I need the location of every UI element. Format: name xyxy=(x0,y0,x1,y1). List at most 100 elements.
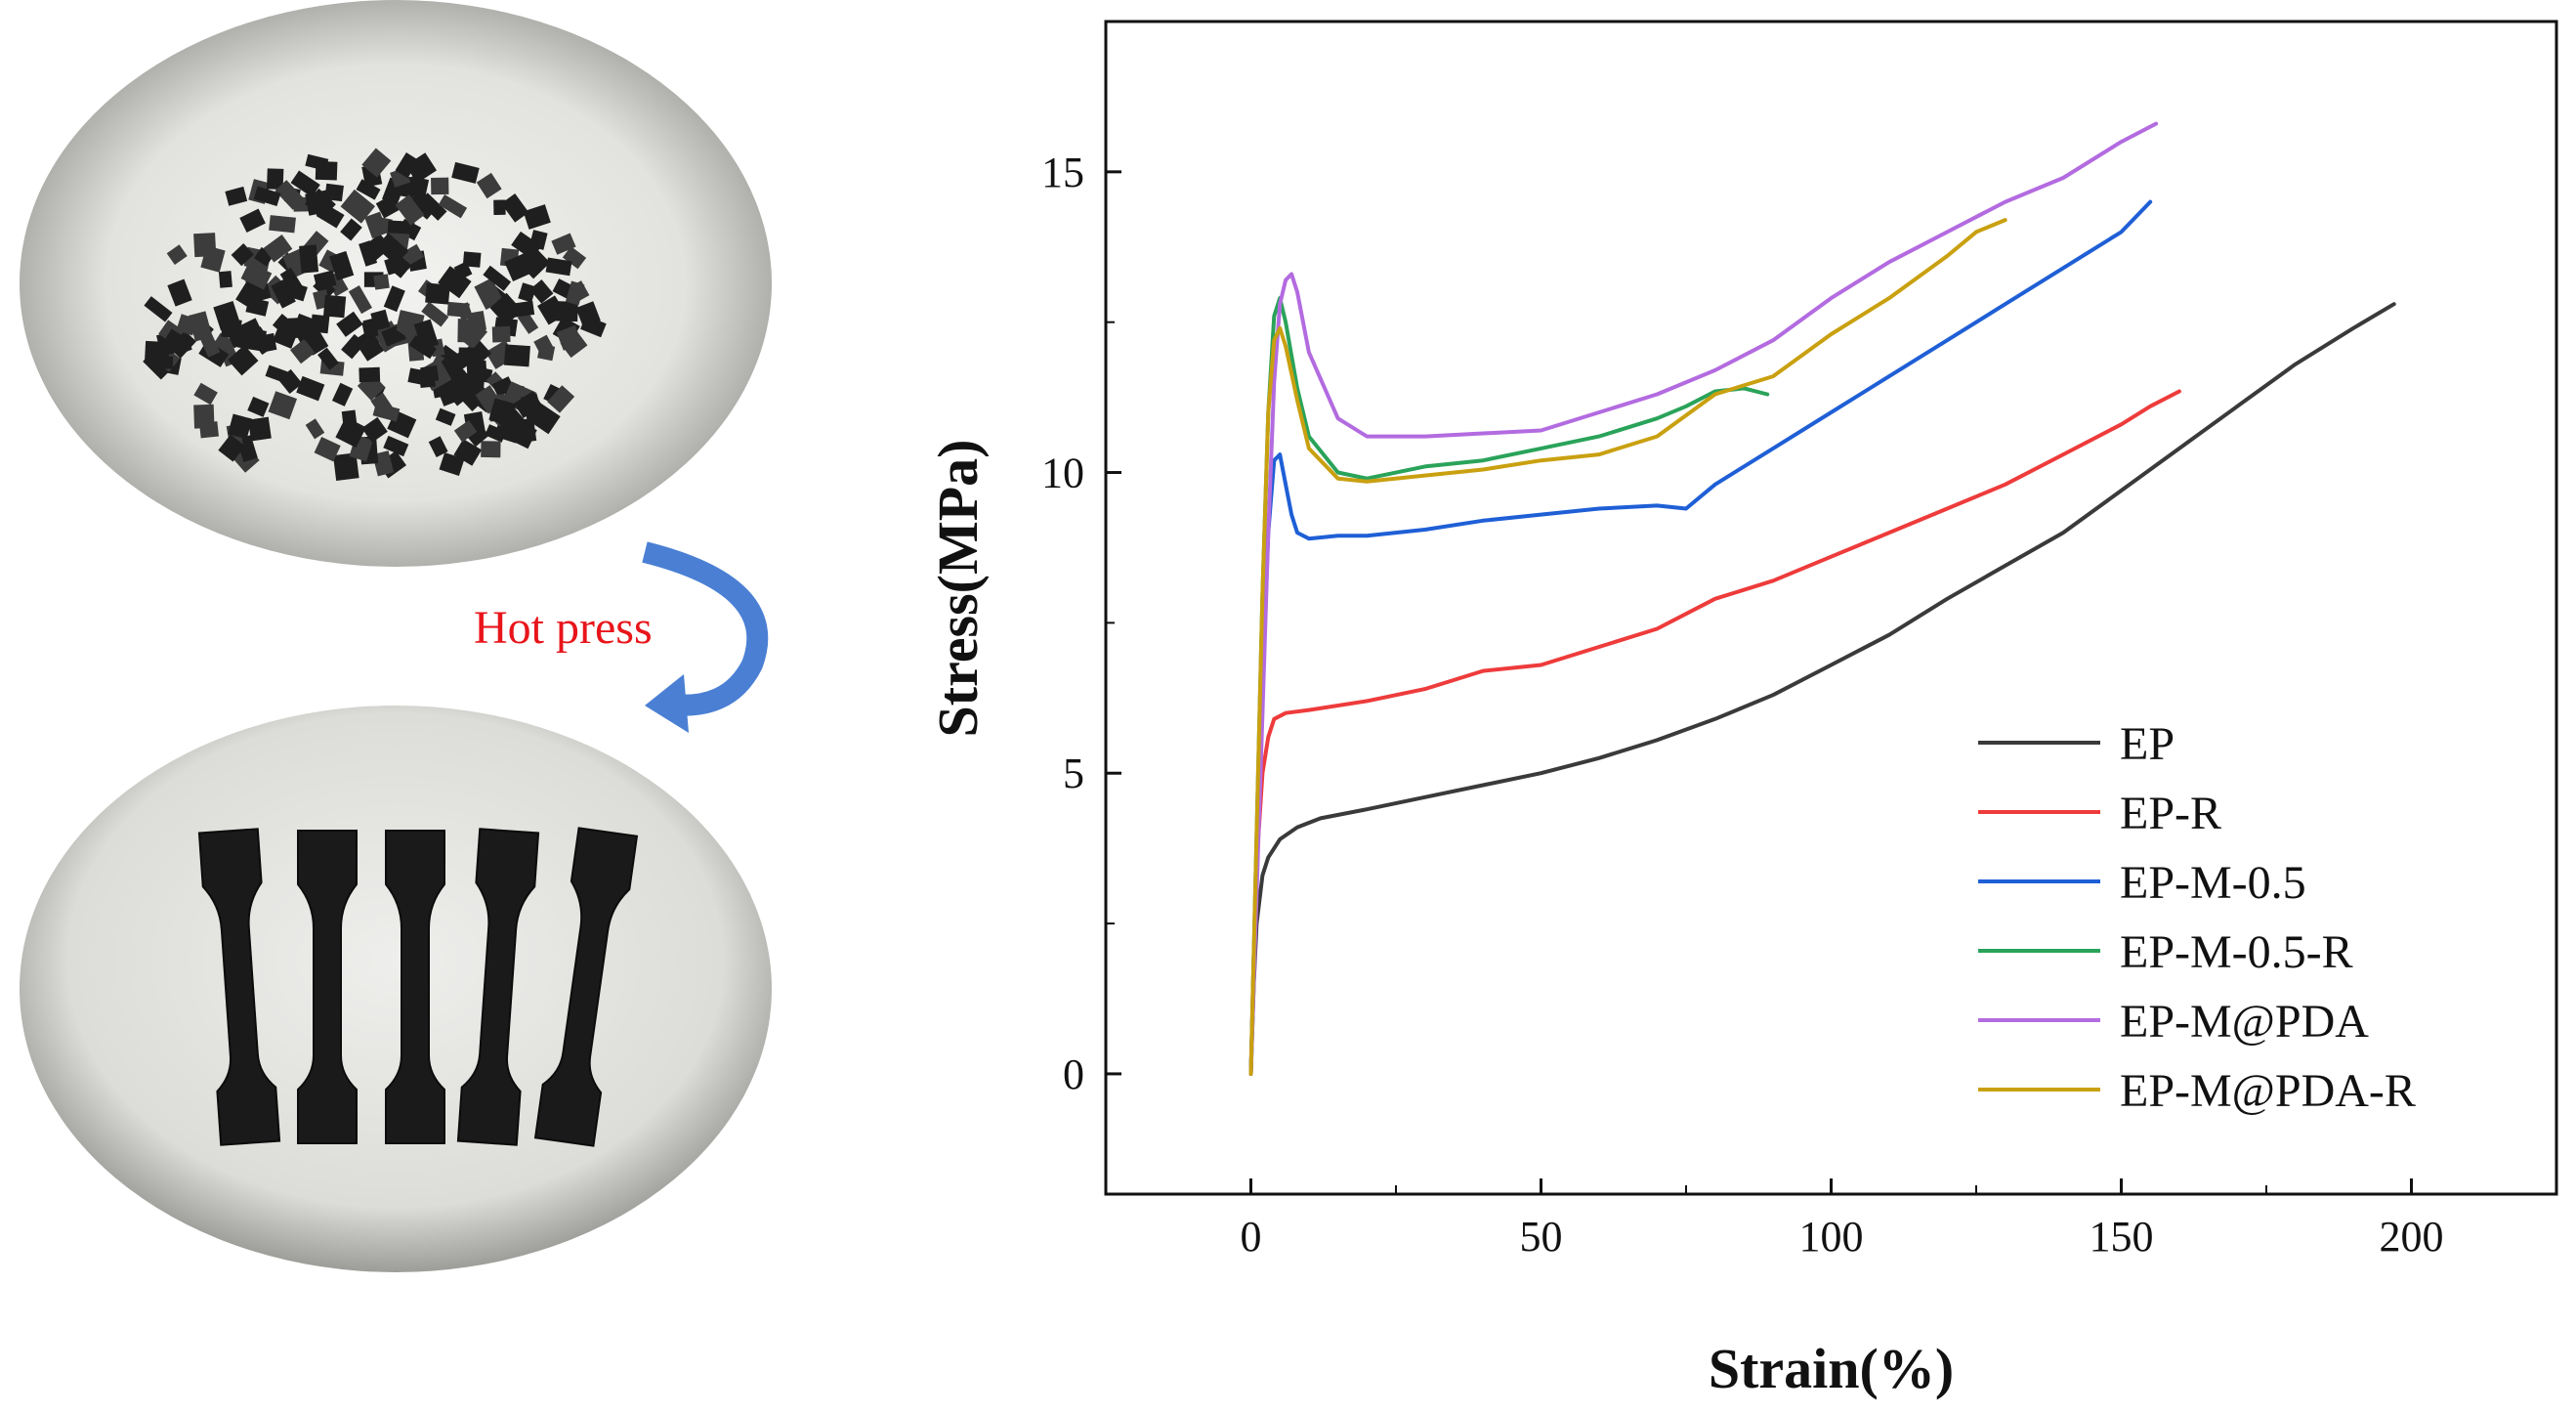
granule xyxy=(237,318,263,340)
granule xyxy=(290,313,324,345)
granule xyxy=(565,280,585,306)
granule xyxy=(446,301,470,318)
x-tick-label: 100 xyxy=(1799,1213,1864,1261)
granule xyxy=(166,244,188,265)
granule xyxy=(407,367,429,386)
granule xyxy=(322,294,347,319)
granule xyxy=(193,382,218,406)
granule xyxy=(253,186,281,207)
granule xyxy=(383,285,405,313)
x-tick-label: 150 xyxy=(2090,1213,2154,1261)
granule xyxy=(263,235,293,263)
granule-pile xyxy=(143,148,607,481)
granule xyxy=(231,243,254,267)
granule xyxy=(364,211,388,238)
granule xyxy=(269,215,296,234)
granule xyxy=(421,301,449,327)
granule xyxy=(485,424,507,443)
granule xyxy=(317,347,339,370)
granule xyxy=(167,278,192,307)
granule xyxy=(361,416,388,444)
y-tick-label: 15 xyxy=(1041,149,1084,196)
granule xyxy=(476,172,502,199)
granule xyxy=(361,148,392,178)
legend-label: EP-R xyxy=(2120,788,2221,839)
granule xyxy=(527,402,561,435)
granule xyxy=(407,192,437,220)
x-tick-label: 50 xyxy=(1520,1213,1563,1261)
granule xyxy=(453,420,478,443)
granule xyxy=(290,170,320,197)
granule xyxy=(537,343,556,362)
x-tick-label: 200 xyxy=(2380,1213,2444,1261)
granule xyxy=(313,270,337,290)
granule xyxy=(305,190,331,216)
granule xyxy=(459,378,485,394)
granule xyxy=(257,332,277,353)
granule xyxy=(375,233,409,266)
granule xyxy=(239,208,266,233)
series-line-ep-m-pda-r xyxy=(1248,218,2007,1076)
granule xyxy=(466,310,487,333)
granule xyxy=(405,152,438,184)
hot-press-label: Hot press xyxy=(474,602,653,654)
granule xyxy=(547,385,575,413)
granule xyxy=(428,436,448,457)
granule xyxy=(517,311,539,334)
legend: EP EP-R EP-M-0.5 EP-M-0.5-R EP-M@PDA EP-M@PDA… xyxy=(1978,718,2416,1117)
granule xyxy=(435,407,456,426)
granule xyxy=(509,420,537,450)
granule xyxy=(503,344,530,367)
series-line-ep-m-pda xyxy=(1248,121,2159,1076)
granule xyxy=(161,328,188,355)
series-layer xyxy=(1248,121,2396,1076)
dumbbell-specimen xyxy=(297,830,358,1144)
granule xyxy=(331,382,354,407)
granule xyxy=(560,330,588,359)
granule xyxy=(387,220,415,235)
series-line-ep-r xyxy=(1248,389,2181,1076)
y-tick-label: 5 xyxy=(1063,749,1084,797)
granule xyxy=(228,345,259,376)
granule xyxy=(228,413,253,440)
granule xyxy=(462,251,482,268)
legend-label: EP-M@PDA xyxy=(2120,996,2369,1048)
granule xyxy=(372,450,395,477)
granule xyxy=(176,314,198,336)
granule xyxy=(438,193,468,219)
granule xyxy=(340,189,376,224)
granule xyxy=(408,334,437,360)
granule xyxy=(254,246,274,267)
granule xyxy=(218,434,246,462)
granule xyxy=(518,282,537,303)
granule xyxy=(523,204,551,230)
granule xyxy=(268,391,298,420)
granule xyxy=(247,416,272,442)
dumbbell-specimen xyxy=(197,828,281,1146)
granule xyxy=(315,160,338,181)
granule xyxy=(491,325,511,343)
granule xyxy=(370,392,394,417)
granule xyxy=(279,267,303,293)
granule xyxy=(247,396,270,417)
granule xyxy=(438,266,472,299)
granule xyxy=(144,296,173,322)
granule xyxy=(335,416,366,449)
granule xyxy=(481,441,501,458)
granule xyxy=(359,366,381,383)
granule xyxy=(383,435,409,457)
series-line-ep-m-0-5 xyxy=(1248,199,2153,1076)
granule xyxy=(274,180,305,210)
granule xyxy=(221,318,242,340)
granule xyxy=(305,418,325,440)
granule xyxy=(458,347,475,365)
granule xyxy=(329,250,355,281)
granule xyxy=(199,421,219,439)
x-tick-label: 0 xyxy=(1241,1213,1262,1261)
granule xyxy=(529,279,554,304)
granule xyxy=(218,271,232,288)
granule xyxy=(501,193,529,223)
granule xyxy=(575,301,601,327)
granule xyxy=(516,245,551,279)
granule xyxy=(528,230,548,250)
